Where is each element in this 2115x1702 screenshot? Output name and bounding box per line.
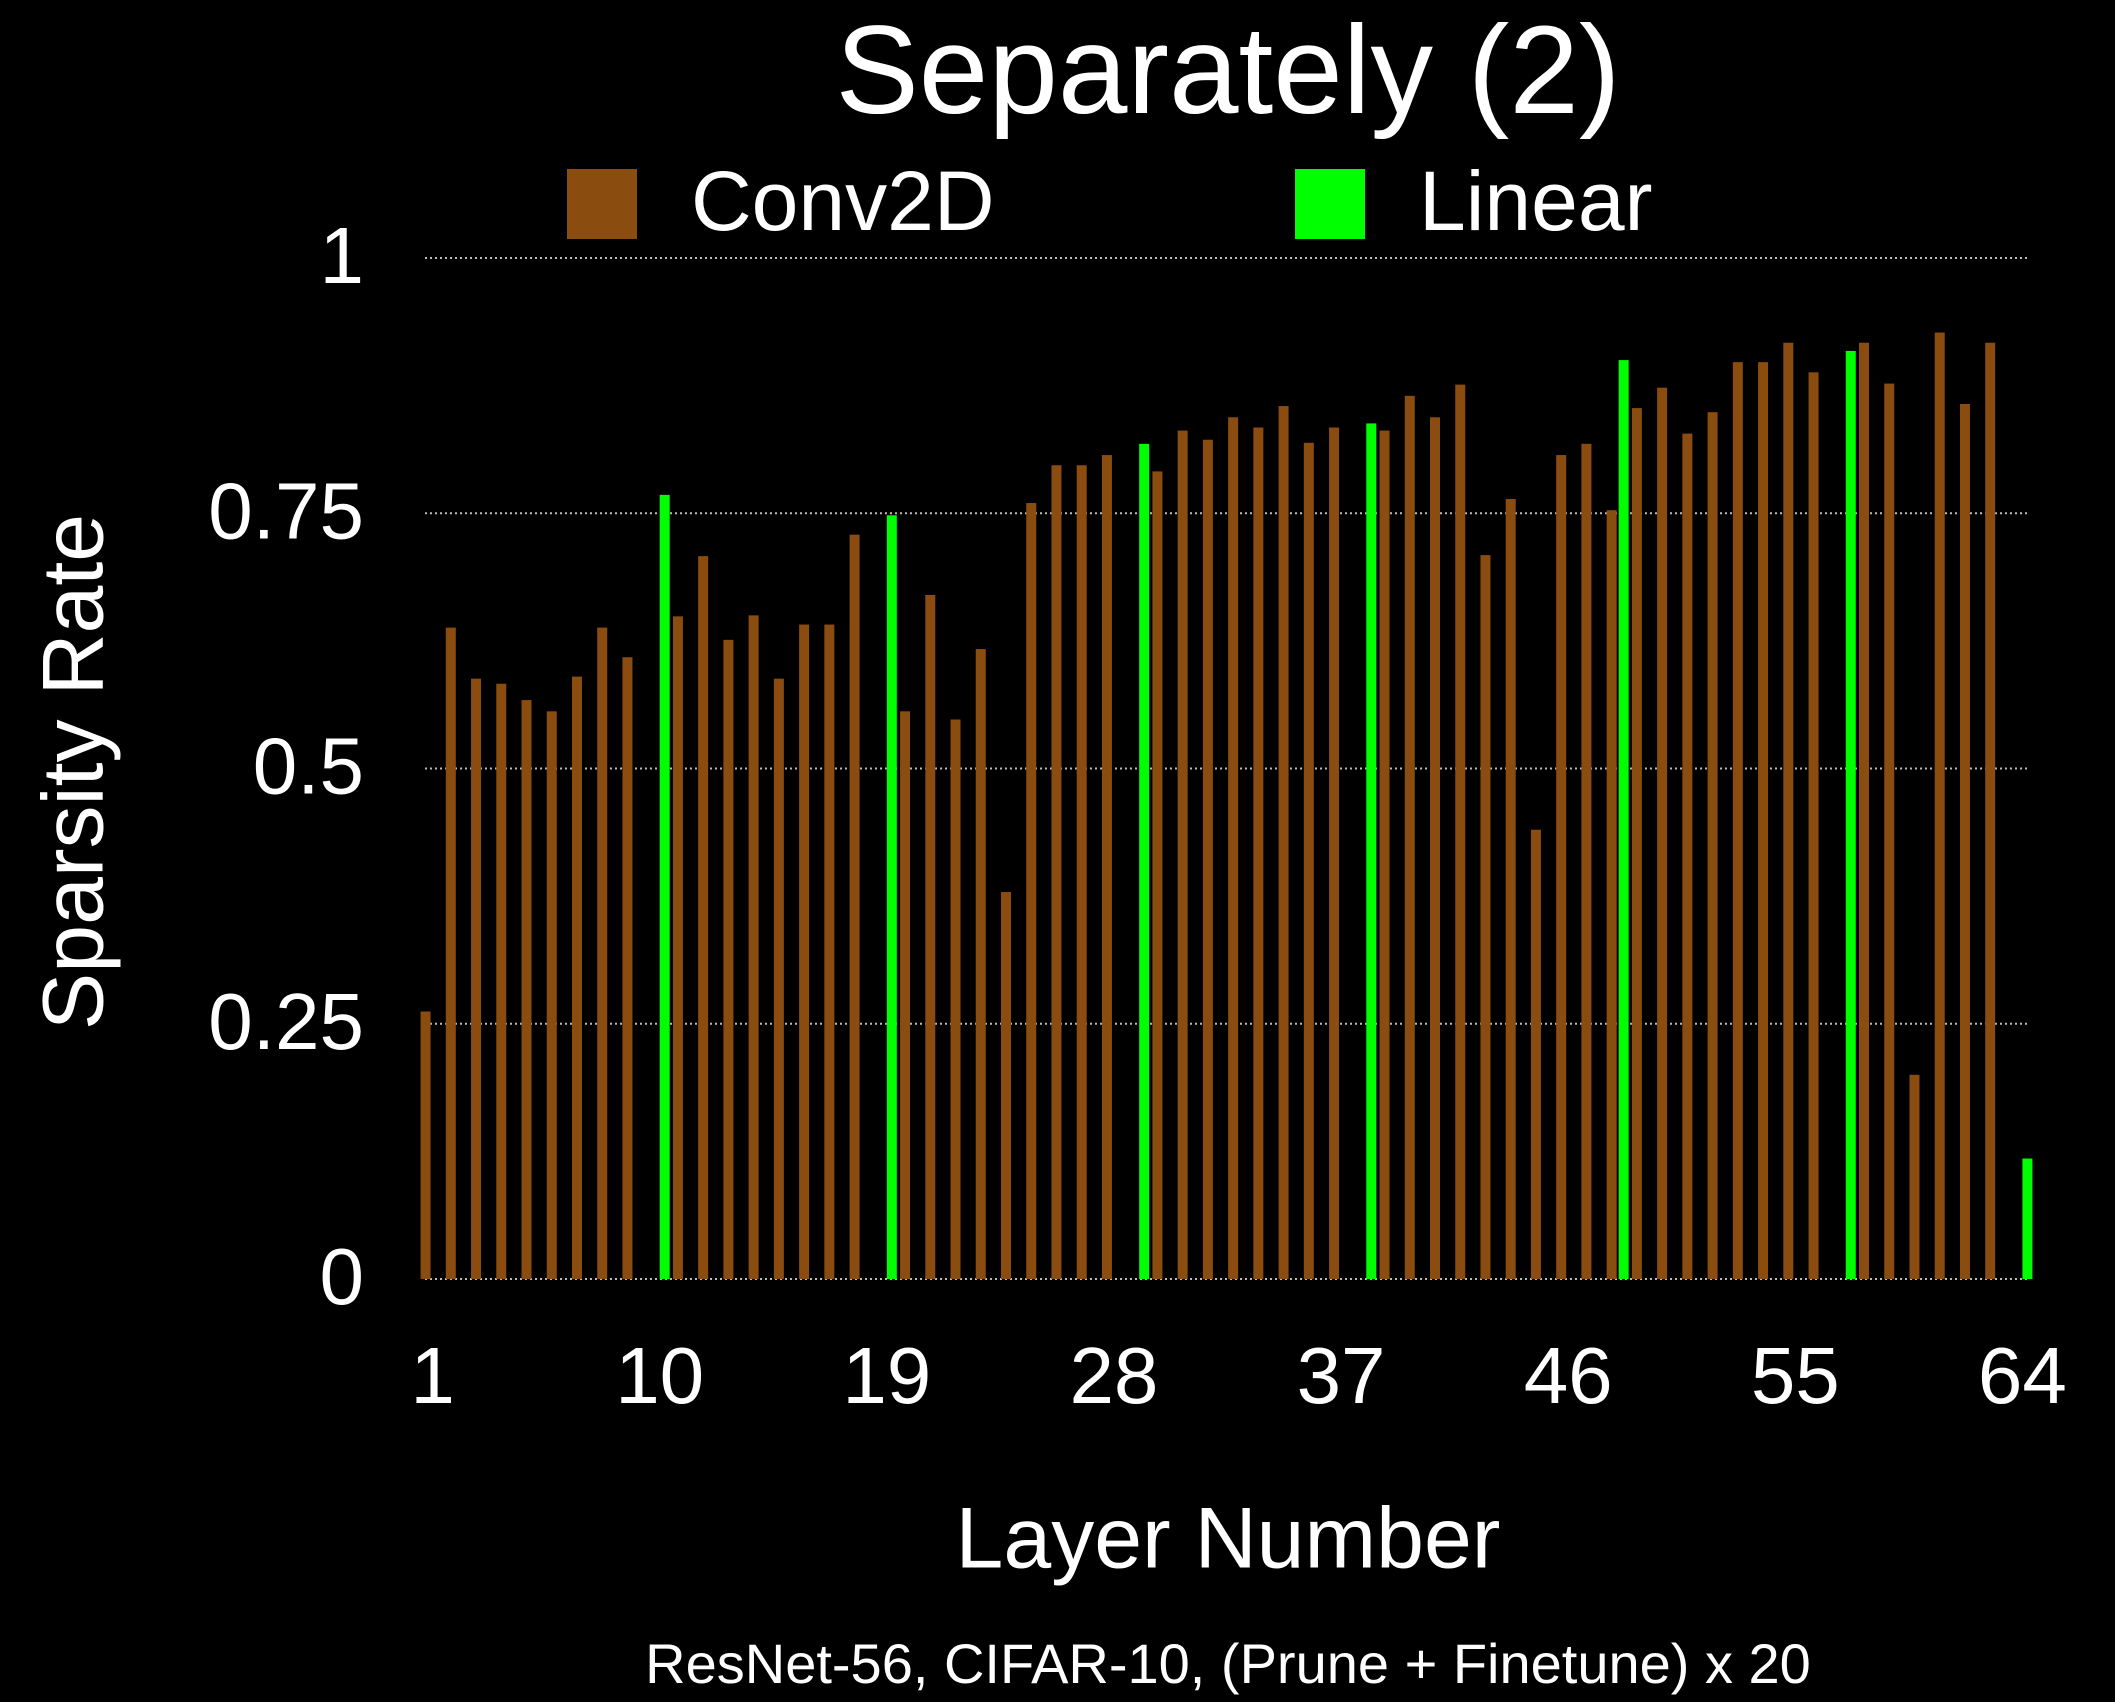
y-tick-label: 0.25 xyxy=(208,977,364,1066)
x-tick-label: 28 xyxy=(1069,1331,1158,1420)
bar xyxy=(925,594,936,1279)
caption: ResNet-56, CIFAR-10, (Prune + Finetune) … xyxy=(645,1632,1811,1695)
bar xyxy=(1366,423,1377,1280)
bar xyxy=(2022,1158,2033,1279)
bar xyxy=(1430,417,1441,1279)
bar xyxy=(1884,383,1895,1279)
y-tick-label: 0.5 xyxy=(253,722,364,811)
bar xyxy=(1631,408,1642,1279)
bar xyxy=(1303,442,1314,1279)
x-tick-label: 10 xyxy=(615,1331,704,1420)
x-tick-label: 1 xyxy=(410,1331,455,1420)
bar xyxy=(1455,384,1466,1279)
bar xyxy=(1556,455,1567,1280)
bar xyxy=(1278,406,1289,1279)
bar xyxy=(849,534,860,1279)
legend-swatch xyxy=(567,169,637,239)
legend-label: Conv2D xyxy=(691,154,994,248)
x-axis-label: Layer Number xyxy=(956,1491,1501,1587)
bar xyxy=(1909,1074,1920,1279)
bar xyxy=(975,649,986,1279)
bar xyxy=(1845,350,1856,1279)
bar xyxy=(1139,443,1150,1279)
bar xyxy=(471,678,482,1279)
y-tick-label: 0.75 xyxy=(208,466,364,555)
bar xyxy=(1379,430,1390,1279)
bar xyxy=(1530,829,1541,1279)
bar xyxy=(886,515,897,1279)
bar xyxy=(496,683,507,1279)
y-tick-label: 0 xyxy=(320,1232,365,1321)
bar xyxy=(1480,555,1491,1279)
bar xyxy=(698,556,709,1279)
bar xyxy=(1329,427,1340,1280)
bar xyxy=(1505,498,1516,1279)
bar xyxy=(1618,360,1629,1280)
bar xyxy=(1934,332,1945,1280)
bar xyxy=(1959,404,1970,1279)
bar xyxy=(521,700,532,1279)
bar xyxy=(1101,455,1112,1280)
bar xyxy=(622,657,633,1279)
bar xyxy=(659,494,670,1279)
x-tick-label: 64 xyxy=(1978,1331,2067,1420)
bar xyxy=(1404,395,1415,1280)
bar xyxy=(1606,510,1617,1279)
bar xyxy=(546,711,557,1279)
bar xyxy=(1026,503,1037,1279)
bar xyxy=(672,616,683,1279)
bar xyxy=(1682,433,1693,1279)
bar xyxy=(1000,892,1011,1279)
x-tick-label: 37 xyxy=(1297,1331,1386,1420)
bar xyxy=(445,627,456,1279)
bar xyxy=(1657,387,1668,1279)
bar xyxy=(723,639,734,1279)
bar xyxy=(773,678,784,1279)
y-axis-label: Sparsity Rate xyxy=(26,514,122,1030)
chart-title: Separately (2) xyxy=(835,1,1620,140)
bar xyxy=(1732,362,1743,1280)
bar xyxy=(900,711,911,1279)
x-tick-label: 46 xyxy=(1524,1331,1613,1420)
bar xyxy=(1177,430,1188,1279)
bar xyxy=(571,676,582,1279)
bar xyxy=(799,624,810,1279)
bar xyxy=(1758,362,1769,1280)
y-tick-label: 1 xyxy=(320,211,365,300)
bar xyxy=(1808,372,1819,1279)
bar xyxy=(420,1011,431,1279)
bar xyxy=(1859,342,1870,1279)
bar xyxy=(1707,412,1718,1279)
x-tick-label: 55 xyxy=(1751,1331,1840,1420)
legend-swatch xyxy=(1295,169,1365,239)
bar xyxy=(1202,439,1213,1279)
bar xyxy=(1581,443,1592,1279)
bar xyxy=(1253,427,1264,1280)
bar xyxy=(597,627,608,1279)
bar xyxy=(1076,465,1087,1279)
bar xyxy=(1783,342,1794,1279)
x-tick-label: 19 xyxy=(842,1331,931,1420)
bar xyxy=(1152,471,1163,1279)
legend-label: Linear xyxy=(1419,154,1653,248)
bar xyxy=(1985,342,1996,1279)
bar xyxy=(1228,417,1239,1279)
bar xyxy=(1051,465,1062,1279)
bar xyxy=(824,624,835,1279)
bar xyxy=(748,615,759,1279)
bar xyxy=(950,719,961,1279)
